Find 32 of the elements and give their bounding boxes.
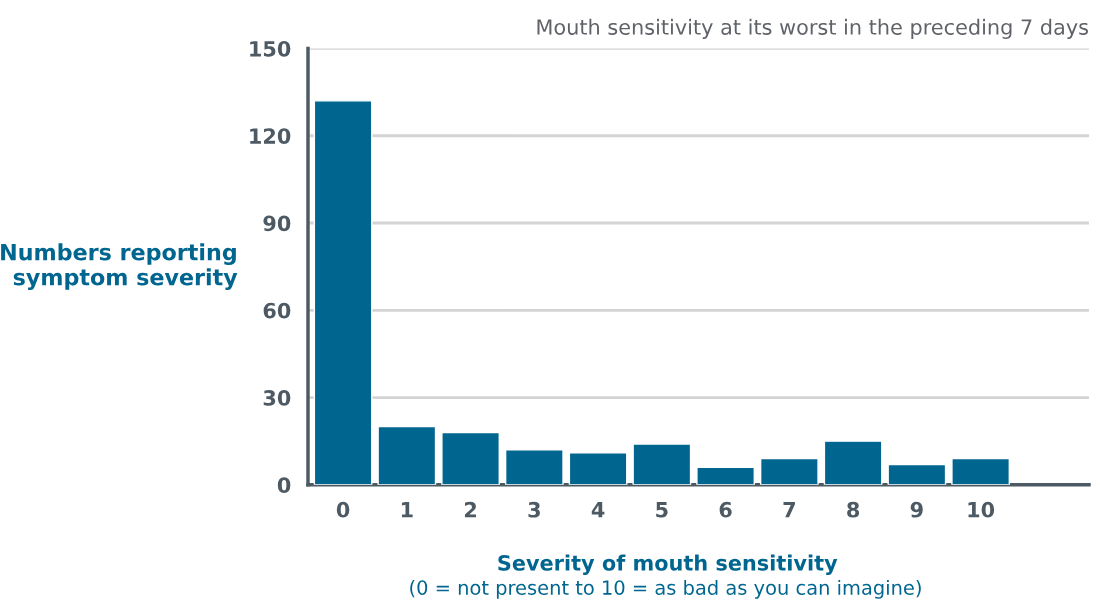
x-tick-label: 1 <box>401 502 413 518</box>
bar <box>504 449 564 485</box>
chart-title: Mouth sensitivity at its worst in the preceding 7 days <box>537 18 1088 39</box>
bar <box>951 457 1011 485</box>
y-tick-label: 30 <box>263 389 291 406</box>
bar <box>759 457 819 485</box>
bar <box>568 452 628 485</box>
bar <box>887 463 947 485</box>
y-tick-label: 150 <box>250 40 291 57</box>
y-tick-label: 60 <box>263 302 291 319</box>
x-tick-label: 10 <box>968 501 995 518</box>
x-tick-label: 5 <box>656 502 668 518</box>
x-tick-label: 4 <box>591 502 605 518</box>
x-tick-label: 3 <box>528 501 540 518</box>
y-axis-title: Numbers reporting symptom severity <box>1 243 238 291</box>
x-tick-label: 8 <box>847 501 860 518</box>
x-tick-label: 0 <box>336 501 350 518</box>
y-tick-label: 120 <box>250 128 291 144</box>
x-tick-label: 6 <box>719 501 732 518</box>
x-tick-label: 2 <box>464 501 477 518</box>
bar <box>696 466 755 485</box>
text: (0 = not present to 10 = as bad as you can imagine) <box>410 579 921 599</box>
x-tick-label: 7 <box>783 502 795 518</box>
bar <box>377 425 437 485</box>
y-tick-label: 0 <box>277 477 291 494</box>
bar <box>823 440 883 485</box>
bar <box>441 431 500 485</box>
y-tick-label: 90 <box>263 215 291 232</box>
bar <box>313 100 373 485</box>
x-axis-title: Severity of mouth sensitivity <box>498 554 838 575</box>
x-tick-label: 9 <box>910 501 923 518</box>
bar <box>632 443 692 485</box>
